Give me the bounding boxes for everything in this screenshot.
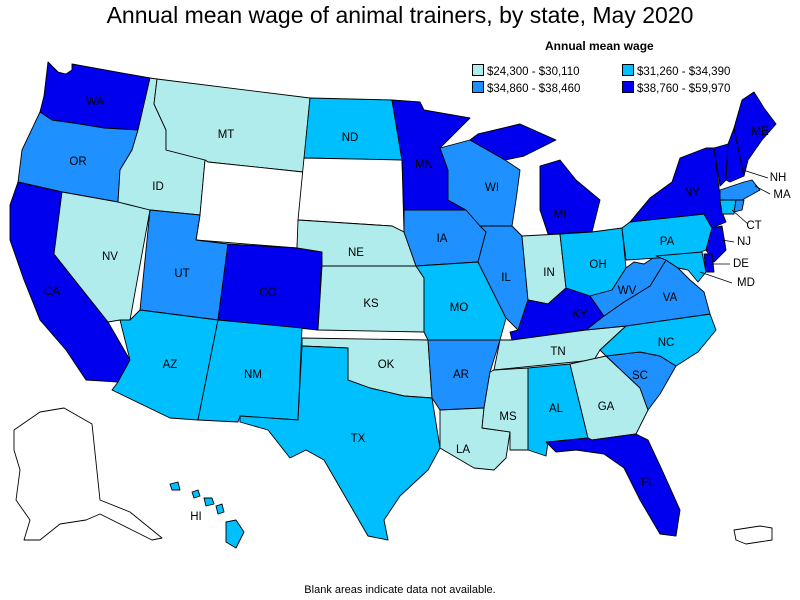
label-leader-lines [699,169,771,284]
label-wi: WI [485,182,499,194]
label-ar: AR [453,369,469,381]
legend-title: Annual mean wage [545,39,654,53]
label-mo: MO [450,302,469,314]
label-co: CO [259,287,276,299]
leader-nj [721,239,735,243]
legend-label-1: $24,300 - $30,110 [487,66,580,78]
label-tx: TX [351,433,366,445]
state-il[interactable] [477,225,529,331]
state-hi[interactable] [169,481,245,549]
legend-item-1: $24,300 - $30,110 [472,64,580,78]
state-ak[interactable] [13,407,163,541]
label-ms: MS [499,411,517,423]
legend-item-4: $38,760 - $59,970 [622,81,730,95]
label-ky: KY [572,309,588,321]
label-ks: KS [363,298,379,310]
map-title: Annual mean wage of animal trainers, by … [106,2,694,28]
leader-ct [731,209,749,225]
label-ut: UT [174,268,189,280]
state-nh[interactable] [725,127,745,183]
label-la: LA [456,444,470,456]
legend-swatch-1 [472,64,484,76]
label-al: AL [549,403,564,415]
label-me: ME [751,126,769,138]
state-nj[interactable] [705,225,727,263]
label-nh: NH [770,172,787,184]
label-oh: OH [589,259,606,271]
label-ga: GA [598,401,615,413]
state-wy[interactable] [195,159,304,249]
label-nc: NC [658,337,675,349]
label-il: IL [501,272,511,284]
legend-item-2: $31,260 - $34,390 [622,64,730,78]
leader-md [699,271,733,284]
label-nj: NJ [737,236,751,248]
label-ok: OK [378,359,395,371]
label-ia: IA [437,233,448,245]
state-tx[interactable] [239,345,441,541]
label-id: ID [152,181,164,193]
legend-label-3: $34,860 - $38,460 [487,83,581,95]
label-nd: ND [342,132,359,144]
label-mt: MT [218,129,235,141]
leader-ma [754,185,771,195]
legend-label-2: $31,260 - $34,390 [637,66,731,78]
legend-swatch-4 [622,81,634,93]
label-ny: NY [684,187,700,199]
label-or: OR [69,156,86,168]
state-ri[interactable] [733,199,745,213]
legend-swatch-3 [472,81,484,93]
leader-nh [742,169,769,179]
label-wa: WA [86,96,104,108]
label-pa: PA [660,236,675,248]
state-de[interactable] [703,253,715,273]
legend-item-3: $34,860 - $38,460 [472,81,580,95]
label-ct: CT [746,220,761,232]
label-tn: TN [550,346,565,358]
legend-label-4: $38,760 - $59,970 [637,83,731,95]
label-ne: NE [348,247,364,259]
state-ny[interactable] [629,147,727,229]
label-wv: WV [618,285,637,297]
footnote: Blank areas indicate data not available. [304,584,496,596]
state-labels: WA OR CA NV ID MT UT CO AZ NM ND NE KS O… [44,96,791,523]
state-mi[interactable] [469,123,601,235]
label-az: AZ [163,359,178,371]
state-md[interactable] [655,251,707,283]
state-pr[interactable] [733,525,773,545]
label-hi: HI [190,511,202,523]
label-md: MD [737,277,755,289]
label-nv: NV [102,251,118,263]
label-mn: MN [415,159,433,171]
label-in: IN [543,267,555,279]
state-fl[interactable] [545,433,681,537]
label-ca: CA [44,286,60,298]
label-va: VA [663,292,678,304]
state-ma[interactable] [719,179,761,201]
label-sc: SC [632,370,648,382]
label-ma: MA [773,189,791,201]
state-nd[interactable] [303,97,403,161]
label-nm: NM [244,369,262,381]
label-fl: FL [641,477,655,489]
label-mi: MI [554,209,567,221]
label-de: DE [733,258,749,270]
legend-swatch-2 [622,64,634,76]
